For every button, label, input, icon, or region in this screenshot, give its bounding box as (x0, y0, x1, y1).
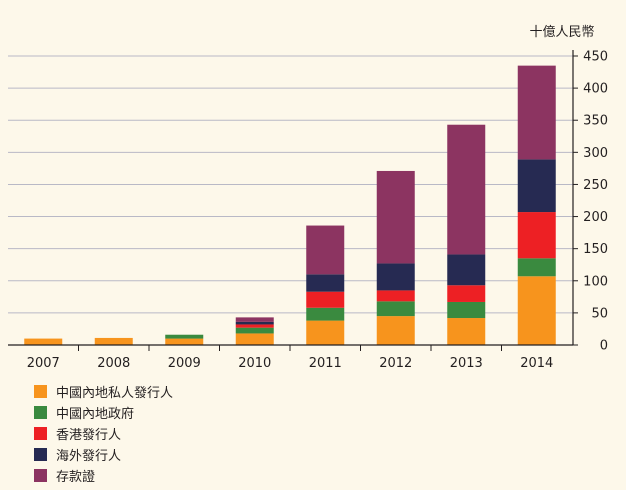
bar-segment-2013-series-4 (447, 124, 486, 255)
bar-segment-2011-series-1 (306, 307, 345, 321)
y-tick-label: 250 (583, 178, 608, 193)
bar-segment-2008-series-0 (94, 337, 133, 345)
legend-swatch (34, 427, 47, 440)
y-tick-label: 100 (583, 274, 608, 289)
y-tick-label: 200 (583, 210, 608, 225)
y-tick-label: 50 (591, 306, 608, 321)
legend-item: 中國內地政府 (34, 402, 173, 423)
x-tick-label: 2008 (97, 356, 130, 371)
bar-segment-2010-series-0 (235, 333, 274, 345)
y-tick-label: 450 (583, 50, 608, 65)
legend-label: 存款證 (56, 470, 96, 485)
legend-label: 香港發行人 (56, 428, 122, 443)
bar-segment-2007-series-0 (24, 338, 63, 345)
legend-swatch (34, 469, 47, 482)
x-tick-label: 2014 (520, 356, 553, 371)
bar-segment-2011-series-3 (306, 274, 345, 292)
bars (24, 65, 556, 345)
y-tick-label: 400 (583, 82, 608, 97)
y-tick-label: 0 (600, 339, 608, 354)
bar-segment-2012-series-4 (376, 170, 415, 264)
axes: 0 50 100 150 200 250 300 350 400 450 2007 2008 2009 2… (8, 50, 608, 371)
y-unit-label: 十億人民幣 (529, 24, 594, 40)
x-tick-label: 2012 (379, 356, 412, 371)
legend-item: 存款證 (34, 465, 173, 486)
bar-segment-2010-series-1 (235, 327, 274, 334)
x-tick-label: 2013 (450, 356, 483, 371)
bar-segment-2014-series-2 (517, 212, 556, 259)
x-tick-label: 2009 (168, 356, 201, 371)
bar-segment-2014-series-1 (517, 258, 556, 277)
y-tick-label: 300 (583, 146, 608, 161)
bar-segment-2012-series-1 (376, 301, 415, 317)
bar-segment-2013-series-1 (447, 301, 486, 319)
legend-swatch (34, 448, 47, 461)
y-tick-label: 350 (583, 114, 608, 129)
bar-segment-2011-series-2 (306, 291, 345, 308)
bar-segment-2010-series-3 (235, 321, 274, 325)
bar-segment-2009-series-1 (165, 334, 204, 339)
bar-segment-2013-series-3 (447, 254, 486, 286)
bar-segment-2014-series-3 (517, 159, 556, 213)
legend-item: 中國內地私人發行人 (34, 381, 173, 402)
x-tick-label: 2007 (27, 356, 60, 371)
legend-swatch (34, 385, 47, 398)
y-tick-label: 150 (583, 242, 608, 257)
legend-label: 海外發行人 (56, 449, 122, 464)
legend-label: 中國內地政府 (56, 407, 135, 422)
bar-segment-2013-series-2 (447, 285, 486, 302)
legend-item: 香港發行人 (34, 423, 173, 444)
legend-item: 海外發行人 (34, 444, 173, 465)
legend-label: 中國內地私人發行人 (56, 386, 174, 401)
bar-segment-2011-series-0 (306, 320, 345, 345)
bar-segment-2012-series-3 (376, 263, 415, 291)
bar-segment-2010-series-2 (235, 324, 274, 328)
bar-segment-2013-series-0 (447, 318, 486, 345)
bar-segment-2009-series-0 (165, 338, 204, 345)
legend-swatch (34, 406, 47, 419)
bar-segment-2012-series-2 (376, 290, 415, 302)
grid-lines (8, 55, 573, 314)
x-tick-label: 2010 (238, 356, 271, 371)
bar-segment-2011-series-4 (306, 225, 345, 275)
legend: 中國內地私人發行人 中國內地政府 香港發行人海外發行人存款證 (34, 381, 173, 486)
bar-segment-2010-series-4 (235, 317, 274, 322)
x-tick-label: 2011 (309, 356, 342, 371)
bar-segment-2014-series-4 (517, 65, 556, 160)
bar-segment-2014-series-0 (517, 276, 556, 345)
bar-segment-2012-series-0 (376, 316, 415, 345)
